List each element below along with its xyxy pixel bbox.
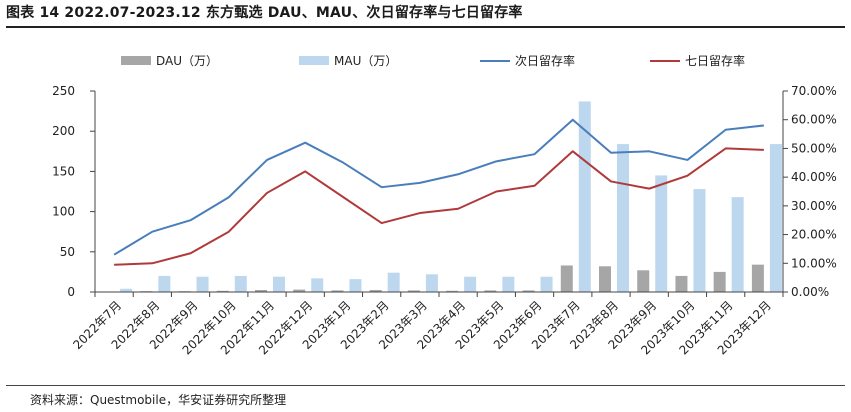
- y-right-tick-label: 0.00%: [791, 285, 829, 299]
- seven-day-retention-line: [114, 147, 764, 266]
- mau-bar: [693, 189, 706, 292]
- y-right-tick-label: 70.00%: [791, 84, 837, 98]
- dau-bar: [599, 266, 611, 292]
- mau-bar: [425, 274, 438, 292]
- legend-seven-day-retention-label: 七日留存率: [685, 53, 745, 68]
- mau-bar: [578, 101, 591, 293]
- mau-bar: [540, 276, 553, 292]
- y-right-tick-label: 50.00%: [791, 141, 837, 155]
- dau-bar: [216, 290, 229, 292]
- mau-bar: [769, 144, 782, 292]
- legend-mau-label: MAU（万）: [334, 54, 397, 68]
- mau-bar: [655, 175, 668, 292]
- y-right-tick-label: 60.00%: [791, 113, 837, 127]
- dau-bar: [560, 265, 573, 292]
- source-divider: [6, 385, 845, 386]
- mau-bar: [464, 276, 477, 292]
- dau-bar: [369, 289, 382, 292]
- y-right-tick-label: 20.00%: [791, 228, 837, 242]
- mau-bar: [349, 279, 362, 292]
- legend-next-day-retention-label: 次日留存率: [515, 53, 575, 68]
- y-left-tick-label: 0: [67, 285, 75, 299]
- y-left-tick-label: 50: [60, 245, 75, 259]
- y-left-tick-label: 200: [52, 124, 75, 138]
- y-left-tick-label: 250: [52, 84, 75, 98]
- dau-bar: [293, 289, 306, 292]
- dau-bar: [713, 271, 726, 292]
- line-group: [113, 118, 765, 266]
- mau-bar: [617, 144, 629, 292]
- y-right-tick-label: 30.00%: [791, 199, 837, 213]
- mau-bar: [196, 276, 209, 292]
- dau-bar: [522, 290, 535, 292]
- chart-title: 图表 14 2022.07-2023.12 东方甄选 DAU、MAU、次日留存率…: [6, 5, 523, 21]
- mau-bar: [158, 275, 171, 292]
- y-left-tick-label: 100: [52, 205, 75, 219]
- y-right-tick-label: 40.00%: [791, 170, 837, 184]
- mau-bar: [311, 278, 324, 292]
- dau-bar: [484, 290, 497, 292]
- dau-bar: [446, 290, 459, 292]
- dau-bar: [407, 290, 420, 292]
- mau-bar: [731, 197, 744, 292]
- dau-bar: [331, 290, 344, 292]
- legend-mau-swatch: [299, 56, 329, 65]
- bar-group: [102, 101, 782, 293]
- title-divider: [6, 26, 845, 28]
- mau-bar: [387, 272, 400, 292]
- legend-dau-swatch: [121, 56, 151, 65]
- dau-bar: [675, 275, 688, 292]
- dau-bar: [751, 264, 764, 292]
- mau-bar: [502, 276, 515, 292]
- y-left-tick-label: 150: [52, 164, 75, 178]
- dau-bar: [637, 270, 650, 292]
- axes-group: 0 50 100 150 200 250 0.00% 10.00% 20.00% 30.00% 40…: [52, 84, 837, 357]
- next-day-retention-line: [113, 118, 765, 256]
- chart-canvas: DAU（万） MAU（万） 次日留存率 七日留存率 0 50 100 150 200 250 0.…: [52, 53, 837, 357]
- chart-legend: DAU（万） MAU（万） 次日留存率 七日留存率: [121, 53, 745, 68]
- mau-bar: [273, 276, 285, 292]
- y-right-tick-label: 10.00%: [791, 256, 837, 270]
- legend-dau-label: DAU（万）: [156, 54, 218, 68]
- source-note: 资料来源：Questmobile，华安证券研究所整理: [30, 393, 287, 407]
- mau-bar: [234, 275, 247, 292]
- dau-bar: [255, 289, 267, 292]
- mau-bar: [120, 288, 133, 292]
